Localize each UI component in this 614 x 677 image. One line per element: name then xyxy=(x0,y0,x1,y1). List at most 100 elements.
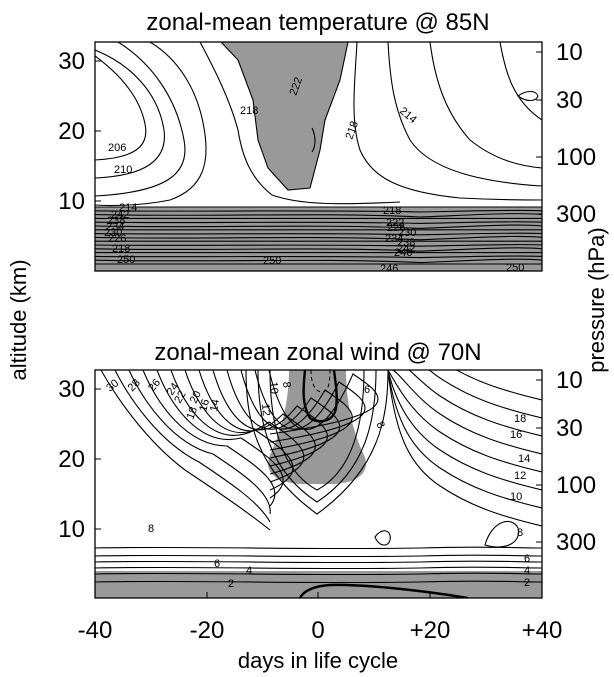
wind-contour-left xyxy=(142,370,276,507)
zero-contour-upper xyxy=(302,370,338,423)
temperature-panel-title: zonal-mean temperature @ 85N xyxy=(146,9,489,36)
wind-contour-left xyxy=(114,370,271,523)
contour-cap-inner xyxy=(311,127,316,153)
wind-contour-low xyxy=(95,572,542,576)
contour-label: 238 xyxy=(397,237,415,249)
contour-label: 14 xyxy=(208,398,222,412)
wind-contour-left xyxy=(240,370,353,451)
wind-panel-title: zonal-mean zonal wind @ 70N xyxy=(154,339,481,366)
wind-contour-low xyxy=(95,580,542,584)
wind-contour-low xyxy=(95,554,542,558)
wind-contours xyxy=(95,370,542,584)
warm-cap-shading xyxy=(221,42,348,190)
band-contour xyxy=(95,221,542,224)
contour-label: 206 xyxy=(108,142,126,154)
contour-214-right xyxy=(387,42,542,187)
y-tick-label: 10 xyxy=(58,188,85,215)
contour-label: 20 xyxy=(188,389,204,405)
contour-right-edge xyxy=(499,42,542,121)
contour-label: 6 xyxy=(524,553,530,565)
band-contour xyxy=(95,258,542,264)
wind-contour-left xyxy=(212,370,328,467)
band-contour xyxy=(95,235,542,241)
temperature-contour-labels: 206 210 214 218 222 218 214 218 222 226 … xyxy=(104,76,524,275)
y-tick-label: 30 xyxy=(58,48,85,75)
contour-label: 218 xyxy=(344,120,362,141)
wind-contour-left xyxy=(198,370,316,475)
contour-label: 16 xyxy=(510,429,522,441)
contour-label: 4 xyxy=(246,565,252,577)
contour-label: 250 xyxy=(263,255,281,267)
wind-contour-low xyxy=(95,566,542,570)
temperature-contours xyxy=(95,42,542,207)
contour-label: 238 xyxy=(107,215,125,227)
contour-label: 8 xyxy=(373,420,386,431)
wind-contour-left xyxy=(128,370,271,515)
wind-plot-area: 30 28 26 24 22 20 18 16 14 12 10 8 8 6 4… xyxy=(95,370,542,598)
band-contour xyxy=(95,209,542,213)
wind-contour-centre xyxy=(269,370,365,491)
contour-label: 230 xyxy=(398,227,416,239)
y-tick-label: 20 xyxy=(58,446,85,473)
temperature-left-ticks: 10 20 30 xyxy=(58,48,101,215)
band-contour xyxy=(95,224,542,229)
pressure-tick-label: 30 xyxy=(556,415,583,442)
contour-label: 222 xyxy=(386,217,404,229)
x-ticks: -40 -20 0 +20 +40 xyxy=(78,592,563,644)
contour-210-right xyxy=(429,42,542,169)
contour-label: 8 xyxy=(280,381,292,388)
wind-contour-left xyxy=(226,370,341,459)
contour-loop xyxy=(484,520,520,548)
wind-contour-labels: 30 28 26 24 22 20 18 16 14 12 10 8 8 6 4… xyxy=(104,377,530,590)
pressure-tick-label: 100 xyxy=(556,472,596,499)
contour-label: 218 xyxy=(112,243,130,255)
negative-contour xyxy=(310,370,331,393)
contour-label: 222 xyxy=(288,76,306,97)
x-tick-label: +40 xyxy=(522,617,563,644)
x-tick-label: 0 xyxy=(311,617,324,644)
wind-contour-right xyxy=(388,370,542,401)
contour-label: 246 xyxy=(380,263,398,275)
contour-label: 218 xyxy=(383,205,401,217)
contour-label: 8 xyxy=(148,523,154,535)
y-tick-label: 30 xyxy=(58,376,85,403)
contour-label: 210 xyxy=(114,164,132,176)
contour-label: 2 xyxy=(524,577,530,589)
contour-label: 10 xyxy=(267,381,280,394)
wind-contour-left xyxy=(184,370,305,483)
contour-218-right xyxy=(353,42,542,201)
x-axis-label: days in life cycle xyxy=(238,648,398,673)
pressure-tick-label: 300 xyxy=(556,201,596,228)
contour-label: 24 xyxy=(165,381,182,398)
pressure-tick-label: 300 xyxy=(556,529,596,556)
contour-label: 218 xyxy=(240,105,258,117)
wind-contour-right xyxy=(387,370,542,509)
y-tick-label: 10 xyxy=(58,516,85,543)
band-contour xyxy=(95,243,542,247)
temperature-panel: zonal-mean temperature @ 85N xyxy=(58,9,596,275)
wind-contour-centre xyxy=(257,370,377,503)
contour-label: 12 xyxy=(259,403,272,416)
contour-222 xyxy=(220,42,349,191)
contour-label: 250 xyxy=(506,262,524,274)
wind-contour-low xyxy=(95,560,542,564)
wind-contour-right xyxy=(388,370,542,437)
temperature-right-ticks: 10 30 100 300 xyxy=(536,39,596,228)
contour-label: 234 xyxy=(385,233,403,245)
wind-contour-left xyxy=(268,370,379,435)
y-right-axis-label: pressure (hPa) xyxy=(584,227,609,373)
band-contour xyxy=(95,213,542,218)
wind-panel: zonal-mean zonal wind @ 70N 30 28 26 24 … xyxy=(58,339,596,644)
contour-label: 22 xyxy=(172,389,189,406)
y-left-axis-label: altitude (km) xyxy=(6,259,31,380)
contour-label: 2 xyxy=(228,578,234,590)
pressure-tick-label: 10 xyxy=(556,367,583,394)
x-tick-label: +20 xyxy=(410,617,451,644)
wind-left-ticks: 10 20 30 xyxy=(58,376,101,543)
x-tick-label: -40 xyxy=(78,617,113,644)
wind-contour-right xyxy=(388,370,542,455)
contour-label: 226 xyxy=(108,233,126,245)
pressure-tick-label: 30 xyxy=(556,87,583,114)
wind-contour-right xyxy=(387,370,542,527)
wind-contour-left xyxy=(100,370,271,531)
